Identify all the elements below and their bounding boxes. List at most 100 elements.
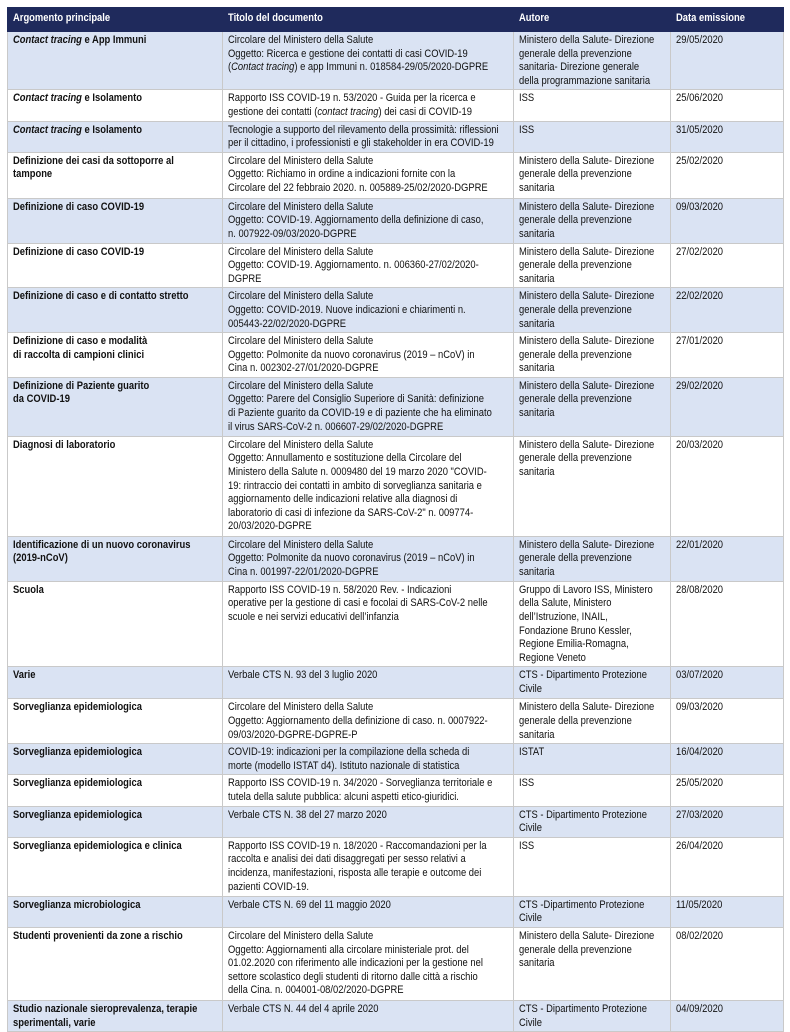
title-cell: Rapporto ISS COVID-19 n. 53/2020 - Guida… xyxy=(222,89,514,122)
author-cell: Ministero della Salute- Direzione genera… xyxy=(513,287,671,334)
text: Tecnologie a supporto del rilevamento de… xyxy=(228,123,499,150)
author-cell: Ministero della Salute- Direzione genera… xyxy=(513,698,671,745)
text: Definizione di Paziente guarito da COVID… xyxy=(13,379,150,406)
topic-cell: Studio nazionale sieroprevalenza, terapi… xyxy=(7,999,223,1032)
header-date: Data emissione xyxy=(670,7,784,32)
table-row: Definizione di Paziente guarito da COVID… xyxy=(7,376,784,437)
header-topic: Argomento principale xyxy=(7,7,223,32)
title-cell: Verbale CTS N. 38 del 27 marzo 2020 xyxy=(222,805,514,838)
date-cell: 25/06/2020 xyxy=(670,89,784,122)
topic-cell: Identificazione di un nuovo coronavirus … xyxy=(7,535,223,582)
topic-cell: Definizione di Paziente guarito da COVID… xyxy=(7,376,223,437)
header-title: Titolo del documento xyxy=(222,7,514,32)
topic-cell: Diagnosi di laboratorio xyxy=(7,435,223,537)
topic-cell: Contact tracing e Isolamento xyxy=(7,120,223,153)
topic-cell: Definizione di caso COVID-19 xyxy=(7,197,223,244)
text: Sorveglianza epidemiologica xyxy=(13,777,142,790)
author-cell: Ministero della Salute- Direzione genera… xyxy=(513,926,671,1001)
author-cell: Ministero della Salute- Direzione genera… xyxy=(513,30,671,91)
table-header-row: Argomento principale Titolo del document… xyxy=(7,7,784,32)
date-cell: 29/02/2020 xyxy=(670,376,784,437)
title-cell: Rapporto ISS COVID-19 n. 34/2020 - Sorve… xyxy=(222,774,514,807)
text: e Isolamento xyxy=(81,92,142,105)
date-cell: 03/07/2020 xyxy=(670,666,784,700)
author-cell: CTS - Dipartimento Protezione Civile xyxy=(513,666,671,700)
text: Verbale CTS N. 38 del 27 marzo 2020 xyxy=(228,808,387,821)
text: Rapporto ISS COVID-19 n. 53/2020 - Guida… xyxy=(228,92,476,118)
title-cell: Circolare del Ministero della Salute Ogg… xyxy=(222,435,514,537)
topic-cell: Studenti provenienti da zone a rischio xyxy=(7,926,223,1001)
text: ) dei casi di COVID-19 xyxy=(378,105,472,118)
topic-cell: Sorveglianza microbiologica xyxy=(7,895,223,928)
topic-cell: Sorveglianza epidemiologica xyxy=(7,774,223,807)
table-row: Identificazione di un nuovo coronavirus … xyxy=(7,535,784,582)
title-cell: Circolare del Ministero della Salute Ogg… xyxy=(222,242,514,289)
text: Circolare del Ministero della Salute Ogg… xyxy=(228,245,479,285)
author-cell: Ministero della Salute- Direzione genera… xyxy=(513,151,671,199)
author-cell: Ministero della Salute- Direzione genera… xyxy=(513,376,671,437)
text: Circolare del Ministero della Salute Ogg… xyxy=(228,154,488,194)
text: Definizione di caso e di contatto strett… xyxy=(13,290,189,303)
text: Studenti provenienti da zone a rischio xyxy=(13,929,183,942)
title-cell: Circolare del Ministero della Salute Ogg… xyxy=(222,30,514,91)
text: Circolare del Ministero della Salute Ogg… xyxy=(228,379,492,433)
text: COVID-19: indicazioni per la compilazion… xyxy=(228,746,470,772)
topic-cell: Definizione di caso COVID-19 xyxy=(7,242,223,289)
table-row: Definizione di caso e modalità di raccol… xyxy=(7,332,784,378)
topic-cell: Sorveglianza epidemiologica xyxy=(7,698,223,745)
date-cell: 31/05/2020 xyxy=(670,120,784,153)
author-cell: ISS xyxy=(513,89,671,122)
documents-table: Argomento principale Titolo del document… xyxy=(7,7,784,1032)
italic-text: Contact tracing xyxy=(13,92,82,105)
title-cell: Circolare del Ministero della Salute Ogg… xyxy=(222,332,514,378)
topic-cell: Varie xyxy=(7,666,223,700)
topic-cell: Contact tracing e Isolamento xyxy=(7,89,223,122)
author-cell: CTS -Dipartimento Protezione Civile xyxy=(513,895,671,928)
topic-cell: Definizione di caso e modalità di raccol… xyxy=(7,332,223,378)
author-cell: ISS xyxy=(513,836,671,897)
date-cell: 29/05/2020 xyxy=(670,30,784,91)
title-cell: COVID-19: indicazioni per la compilazion… xyxy=(222,743,514,776)
title-cell: Circolare del Ministero della Salute Ogg… xyxy=(222,151,514,199)
table-row: Contact tracing e Isolamento Rapporto ISS… xyxy=(7,89,784,122)
table-row: Contact tracing e Isolamento Tecnologie a… xyxy=(7,120,784,153)
table-row: Varie Verbale CTS N. 93 del 3 luglio 2020… xyxy=(7,666,784,700)
text: Rapporto ISS COVID-19 n. 34/2020 - Sorve… xyxy=(228,777,493,803)
author-cell: Ministero della Salute- Direzione genera… xyxy=(513,242,671,289)
author-cell: Ministero della Salute- Direzione genera… xyxy=(513,435,671,537)
text: Sorveglianza epidemiologica e clinica xyxy=(13,839,182,852)
text: Verbale CTS N. 93 del 3 luglio 2020 xyxy=(228,669,378,682)
italic-text: Contact tracing xyxy=(13,123,82,136)
text: Circolare del Ministero della Salute Ogg… xyxy=(228,34,468,74)
title-cell: Tecnologie a supporto del rilevamento de… xyxy=(222,120,514,153)
text: Circolare del Ministero della Salute Ogg… xyxy=(228,538,475,579)
text: Circolare del Ministero della Salute Ogg… xyxy=(228,929,483,997)
author-cell: ISS xyxy=(513,120,671,153)
table-row: Sorveglianza microbiologica Verbale CTS N… xyxy=(7,895,784,928)
topic-cell: Definizione dei casi da sottoporre al ta… xyxy=(7,151,223,199)
date-cell: 25/02/2020 xyxy=(670,151,784,199)
text: e App Immuni xyxy=(81,34,147,46)
table-row: Contact tracing e App Immuni Circolare de… xyxy=(7,30,784,91)
title-cell: Rapporto ISS COVID-19 n. 18/2020 - Racco… xyxy=(222,836,514,897)
italic-text: Contact tracing xyxy=(13,34,82,46)
table-row: Studenti provenienti da zone a rischio Ci… xyxy=(7,926,784,1001)
topic-cell: Contact tracing e App Immuni xyxy=(7,30,223,91)
italic-text: Contact tracing xyxy=(231,61,295,74)
text: Diagnosi di laboratorio xyxy=(13,438,116,451)
text: Circolare del Ministero della Salute Ogg… xyxy=(228,290,466,330)
topic-cell: Sorveglianza epidemiologica xyxy=(7,805,223,838)
text: Circolare del Ministero della Salute Ogg… xyxy=(228,438,487,533)
title-cell: Circolare del Ministero della Salute Ogg… xyxy=(222,698,514,745)
text: Sorveglianza epidemiologica xyxy=(13,808,142,821)
text: e Isolamento xyxy=(81,123,142,136)
author-cell: Ministero della Salute- Direzione genera… xyxy=(513,197,671,244)
date-cell: 08/02/2020 xyxy=(670,926,784,1001)
date-cell: 20/03/2020 xyxy=(670,435,784,537)
text: Rapporto ISS COVID-19 n. 18/2020 - Racco… xyxy=(228,839,487,893)
date-cell: 22/01/2020 xyxy=(670,535,784,582)
table-row: Sorveglianza epidemiologica e clinica Rap… xyxy=(7,836,784,897)
topic-cell: Scuola xyxy=(7,580,223,668)
title-cell: Circolare del Ministero della Salute Ogg… xyxy=(222,287,514,334)
title-cell: Verbale CTS N. 93 del 3 luglio 2020 xyxy=(222,666,514,700)
